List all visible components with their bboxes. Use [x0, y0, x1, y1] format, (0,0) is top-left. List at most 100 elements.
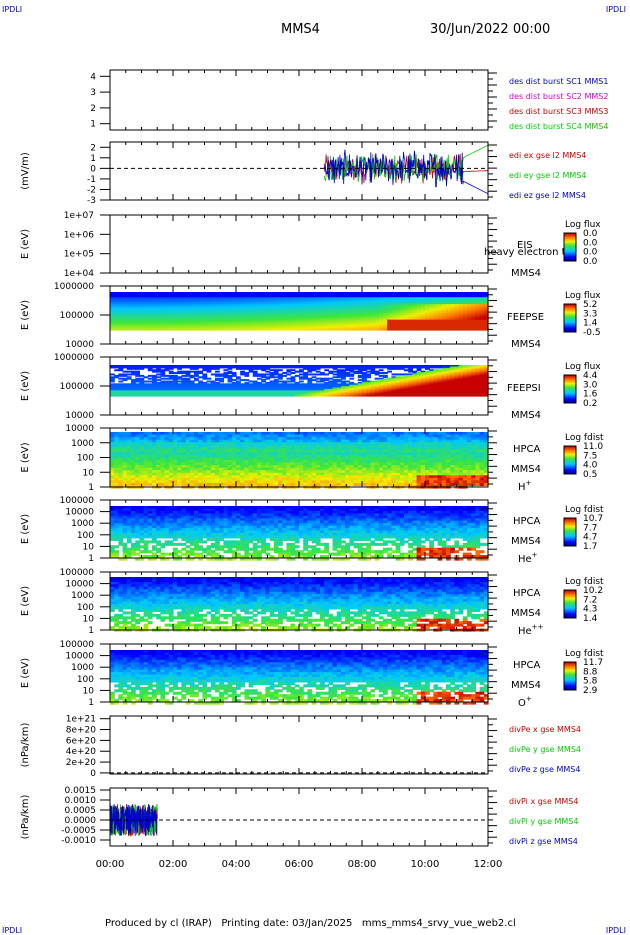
spectrogram-cell: [282, 366, 287, 368]
spectrogram-cell: [442, 328, 447, 330]
y-tick-label: 3: [90, 88, 96, 98]
spectrogram-cell: [312, 369, 317, 371]
spectrogram-cell: [169, 378, 174, 380]
spectrogram-cell: [110, 395, 115, 397]
spectrogram-cell: [118, 369, 123, 371]
spectrogram-cell: [194, 379, 199, 381]
spectrogram-cell: [295, 371, 300, 373]
legend-entry: des dist burst SC2 MMS2: [509, 92, 608, 101]
legend-entry: edi ez gse l2 MMS4: [509, 191, 586, 200]
spectrogram-cell: [324, 369, 329, 371]
spectrogram-cell: [194, 368, 199, 370]
spectrogram-cell: [249, 328, 254, 330]
spectrogram-cell: [404, 328, 409, 330]
spectrogram-cell: [312, 395, 317, 397]
spectrogram-cell: [240, 373, 245, 375]
spectrogram-cell: [337, 366, 342, 368]
spectrogram-cell: [127, 328, 132, 330]
spectrogram-cell: [408, 328, 413, 330]
spectrogram-cell: [286, 395, 291, 397]
y-axis-label: E (eV): [20, 442, 31, 472]
spectrogram-cell: [156, 379, 161, 381]
legend-entry: des dist burst SC3 MMS3: [509, 107, 608, 116]
spectrogram-cell: [215, 328, 220, 330]
spectrogram-cell: [278, 378, 283, 380]
spectrogram-cell: [475, 328, 480, 330]
spectrogram-cell: [299, 373, 304, 375]
spectrogram-cell: [177, 372, 182, 374]
spectrogram-cell: [400, 395, 405, 397]
spectrogram-cell: [127, 373, 132, 375]
spacecraft-label: MMS4: [511, 268, 541, 279]
spectrogram-cell: [396, 368, 401, 370]
spectrogram-cell: [152, 371, 157, 373]
panel-frame: [110, 142, 488, 200]
spectrogram-cell: [387, 368, 392, 370]
spectrogram-cell: [282, 375, 287, 377]
spectrogram-cell: [383, 328, 388, 330]
spectrogram-cell: [328, 378, 333, 380]
spectrogram-cell: [123, 375, 128, 377]
spectrogram-cell: [232, 395, 237, 397]
spectrogram-cell: [169, 372, 174, 374]
spectrogram-cell: [383, 395, 388, 397]
spectrogram-cell: [463, 395, 468, 397]
spectrogram-cell: [219, 381, 224, 383]
spectrogram-cell: [320, 328, 325, 330]
spectrogram-cell: [211, 328, 216, 330]
y-tick-label: 1e+05: [64, 250, 94, 260]
spectrogram-cell: [253, 395, 258, 397]
y-tick-label: -2: [87, 185, 96, 195]
spectrogram-cell: [333, 368, 338, 370]
spectrogram-cell: [328, 328, 333, 330]
spectrogram-cell: [299, 328, 304, 330]
spectrogram-cell: [244, 483, 249, 486]
spectrogram-cell: [207, 328, 212, 330]
spectrogram-cell: [232, 328, 237, 330]
spectrogram-cell: [215, 395, 220, 397]
spectrogram-cell: [165, 369, 170, 371]
spectrogram-cell: [291, 395, 296, 397]
colorbar-tick-label: 0.2: [583, 399, 597, 409]
spectrogram-cell: [156, 395, 161, 397]
spectrogram-cell: [228, 381, 233, 383]
spectrogram-cell: [337, 376, 342, 378]
spectrogram-cell: [236, 395, 241, 397]
spectrogram-cell: [152, 395, 157, 397]
y-tick-label: 100000: [60, 311, 95, 321]
spectrogram-cell: [223, 366, 228, 368]
spectrogram-cell: [324, 366, 329, 368]
spectrogram-cell: [177, 378, 182, 380]
spectrogram-cell: [316, 381, 321, 383]
spectrogram-cell: [299, 381, 304, 383]
spectrogram-cell: [400, 368, 405, 370]
spectrogram-cell: [316, 378, 321, 380]
spectrogram-cell: [375, 328, 380, 330]
spectrogram-cell: [316, 373, 321, 375]
spectrogram-cell: [354, 395, 359, 397]
spectrogram-cell: [299, 371, 304, 373]
spectrogram-cell: [135, 328, 140, 330]
spectrogram-cell: [240, 368, 245, 370]
spectrogram-cell: [333, 395, 338, 397]
spectrogram-cell: [207, 381, 212, 383]
spectrogram-cell: [307, 373, 312, 375]
spectrogram-cell: [295, 328, 300, 330]
spectrogram-cell: [366, 328, 371, 330]
spectrogram-cell: [160, 366, 165, 368]
spectrogram-cell: [144, 381, 149, 383]
spectrogram-cell: [160, 483, 165, 486]
spectrogram-cell: [211, 395, 216, 397]
spectrogram-cell: [253, 375, 258, 377]
spectrogram-cell: [219, 375, 224, 377]
spectrogram-cell: [328, 395, 333, 397]
spectrogram-cell: [123, 395, 128, 397]
spectrogram-cell: [194, 375, 199, 377]
y-tick-label: 10: [83, 468, 95, 478]
spacecraft-label: MMS4: [511, 339, 541, 350]
spectrogram-cell: [110, 373, 115, 375]
y-tick-label: 1: [88, 483, 94, 493]
